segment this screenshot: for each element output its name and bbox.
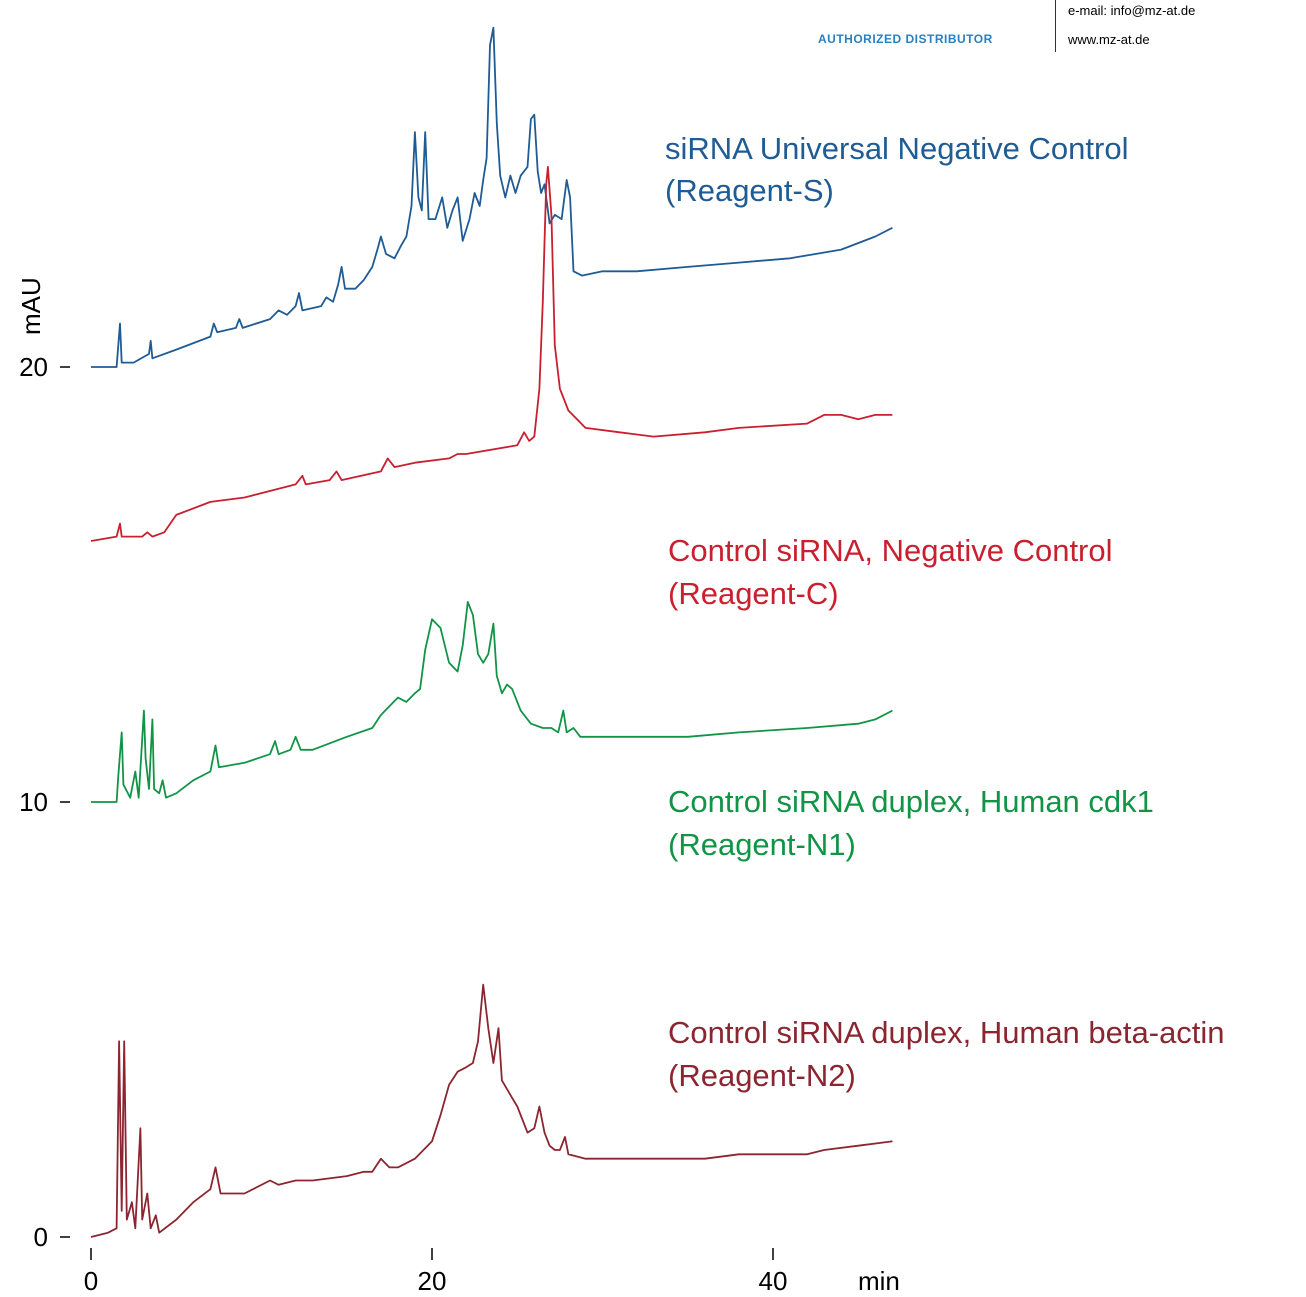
x-tick-label: 20 — [418, 1266, 447, 1296]
traces-group — [90, 26, 893, 1238]
y-tick-label: 20 — [19, 352, 48, 382]
series-sublabel-4: (Reagent-N2) — [668, 1058, 856, 1093]
contact-email: e-mail: info@mz-at.de — [1068, 3, 1196, 18]
y-axis-title: mAU — [16, 277, 46, 335]
series-labels-group: siRNA Universal Negative Control (Reagent… — [665, 131, 1225, 1093]
y-tick-label: 0 — [34, 1222, 48, 1252]
series-label-3: Control siRNA duplex, Human cdk1 — [668, 784, 1154, 819]
series-line-2 — [90, 166, 893, 542]
series-sublabel-2: (Reagent-C) — [668, 576, 839, 611]
x-tick-label: 40 — [759, 1266, 788, 1296]
series-line-4 — [90, 983, 893, 1238]
series-sublabel-3: (Reagent-N1) — [668, 827, 856, 862]
x-axis-title: min — [858, 1266, 900, 1296]
x-tick-label: 0 — [84, 1266, 98, 1296]
y-tick-label: 10 — [19, 787, 48, 817]
series-sublabel-1: (Reagent-S) — [665, 173, 834, 208]
header-divider — [1055, 0, 1056, 52]
series-line-3 — [91, 601, 893, 803]
series-label-4: Control siRNA duplex, Human beta-actin — [668, 1015, 1225, 1050]
series-label-1: siRNA Universal Negative Control — [665, 131, 1128, 166]
series-label-2: Control siRNA, Negative Control — [668, 533, 1113, 568]
contact-website: www.mz-at.de — [1068, 32, 1150, 47]
ticks-group: 0 10 20 0 20 40 — [19, 352, 787, 1296]
distributor-label: AUTHORIZED DISTRIBUTOR — [818, 32, 993, 46]
